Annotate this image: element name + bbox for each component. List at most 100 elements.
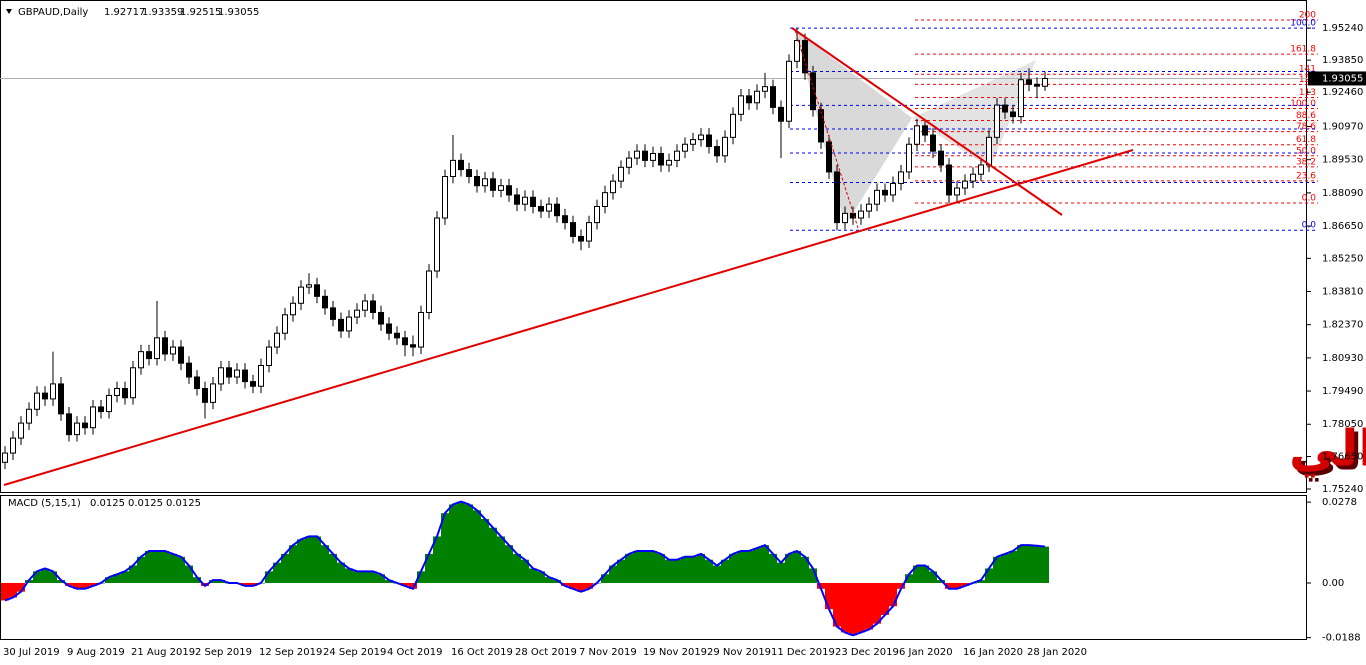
x-tick-label: 12 Sep 2019	[259, 647, 322, 658]
candle-body	[882, 189, 888, 196]
x-tick-label: 23 Dec 2019	[835, 647, 899, 658]
candle-body	[82, 422, 88, 429]
candle-body	[66, 413, 72, 436]
candle-body	[842, 212, 848, 224]
y-tick-label: 1.82370	[1322, 320, 1363, 331]
macd-bar	[9, 582, 17, 598]
macd-bar	[137, 556, 145, 583]
candle-body	[26, 408, 32, 424]
macd-bar	[49, 571, 57, 583]
macd-bar	[545, 577, 553, 583]
candle-body	[794, 40, 800, 62]
candle-body	[178, 346, 184, 364]
x-tick-label: 7 Nov 2019	[579, 647, 637, 658]
candle-body	[562, 215, 568, 224]
candle-body	[746, 95, 752, 104]
candle-body	[466, 169, 472, 178]
macd-bar	[857, 582, 865, 633]
macd-bar	[561, 582, 569, 586]
x-tick-label: 16 Oct 2019	[451, 647, 513, 658]
macd-bar	[465, 504, 473, 583]
candle-body	[306, 284, 312, 288]
candle-body	[818, 109, 824, 143]
macd-pane-frame	[0, 495, 1307, 640]
fib-label: 161.8	[1290, 45, 1316, 55]
macd-bar	[1001, 553, 1009, 583]
macd-bar	[929, 571, 937, 583]
macd-bar	[569, 582, 577, 589]
macd-bar	[521, 559, 529, 583]
macd-bar	[953, 582, 961, 589]
x-tick-label: 24 Sep 2019	[323, 647, 386, 658]
candle-body	[346, 316, 352, 332]
macd-bar	[609, 565, 617, 583]
candle-body	[474, 176, 480, 187]
macd-bar	[905, 574, 913, 583]
fib-label: 78.6	[1296, 122, 1316, 132]
macd-bar	[153, 550, 161, 583]
macd-bar	[537, 571, 545, 583]
macd-bar	[169, 553, 177, 583]
macd-bar	[881, 582, 889, 615]
candle-body	[666, 159, 672, 166]
macd-bar	[209, 580, 217, 583]
macd-bar	[249, 582, 257, 586]
candle-body	[706, 134, 712, 148]
fib-label: 88.6	[1296, 111, 1316, 121]
candle-body	[274, 332, 280, 348]
macd-bar	[617, 559, 625, 583]
candle-body	[610, 180, 616, 194]
candle-body	[626, 157, 632, 168]
macd-bar	[713, 565, 721, 583]
macd-bar	[241, 582, 249, 586]
candle-body	[282, 314, 288, 334]
candle-body	[426, 270, 432, 313]
candle-body	[490, 178, 496, 191]
macd-bar	[913, 565, 921, 583]
candle-body	[322, 295, 328, 309]
indicator-value: 0.0125	[90, 498, 125, 509]
macd-bar	[33, 571, 41, 583]
candle-body	[250, 381, 256, 387]
candle-body	[402, 337, 408, 346]
candle-body	[506, 185, 512, 196]
macd-bar	[945, 582, 953, 589]
candle-body	[10, 437, 16, 454]
candle-body	[1042, 77, 1048, 87]
candle-body	[298, 286, 304, 304]
candle-body	[786, 60, 792, 122]
candle-body	[738, 95, 744, 115]
trendline	[3, 149, 1134, 486]
candle-body	[554, 203, 560, 217]
macd-bar	[449, 504, 457, 583]
macd-bar	[489, 527, 497, 583]
macd-bar	[777, 562, 785, 583]
macd-bar	[193, 577, 201, 583]
pattern-shade	[912, 60, 1036, 168]
macd-tick-label: -0.0188	[1322, 633, 1361, 644]
macd-bar	[825, 582, 833, 610]
macd-bar	[369, 571, 377, 583]
x-tick-label: 19 Nov 2019	[643, 647, 707, 658]
macd-bar	[529, 568, 537, 583]
y-tick-label: 1.95240	[1322, 23, 1363, 34]
macd-bar	[865, 582, 873, 630]
candle-body	[50, 383, 56, 400]
macd-bar	[121, 571, 129, 583]
candle-body	[114, 388, 120, 396]
macd-bar	[433, 536, 441, 583]
macd-bar	[377, 574, 385, 583]
macd-bar	[641, 550, 649, 583]
candle-body	[362, 300, 368, 311]
candle-body	[570, 222, 576, 237]
x-tick-label: 30 Jul 2019	[3, 647, 60, 658]
macd-bar	[281, 553, 289, 583]
macd-bar	[217, 580, 225, 583]
macd-bar	[89, 582, 97, 586]
candle-body	[762, 86, 768, 92]
candle-body	[826, 141, 832, 173]
y-tick-label: 1.89530	[1322, 155, 1363, 166]
macd-bar	[849, 582, 857, 636]
macd-bar	[1, 582, 9, 601]
price-box	[1308, 71, 1366, 86]
